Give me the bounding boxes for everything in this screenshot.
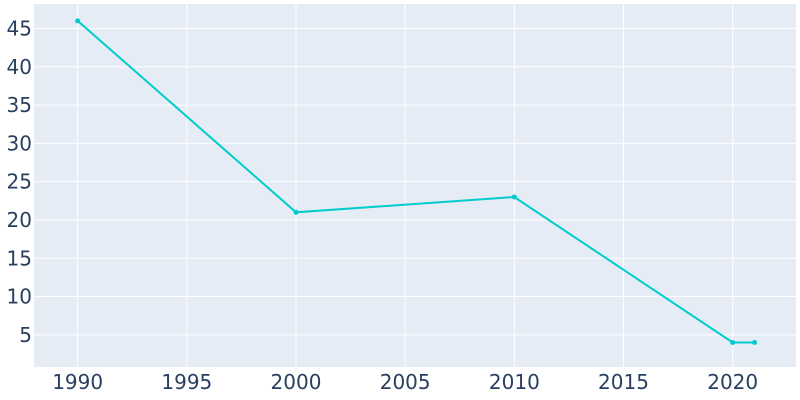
y-tick-label: 20 <box>7 208 32 232</box>
data-point <box>293 209 299 215</box>
y-tick-label: 35 <box>7 93 32 117</box>
plot-area <box>34 4 796 367</box>
x-tick-label: 2010 <box>489 370 540 394</box>
y-tick-label: 30 <box>7 131 32 155</box>
series-layer <box>75 18 758 345</box>
y-tick-label: 10 <box>7 285 32 309</box>
x-axis-tick-labels: 1990 1995 2000 2005 2010 2015 2020 <box>52 370 758 394</box>
y-tick-label: 40 <box>7 55 32 79</box>
x-gridlines <box>77 4 734 367</box>
y-tick-label: 15 <box>7 246 32 270</box>
x-tick-label: 2015 <box>598 370 649 394</box>
y-tick-label: 25 <box>7 170 32 194</box>
x-tick-label: 1990 <box>52 370 103 394</box>
x-tick-label: 2000 <box>271 370 322 394</box>
x-tick-label: 2020 <box>707 370 758 394</box>
y-tick-label: 5 <box>19 323 32 347</box>
data-point <box>75 18 81 24</box>
y-axis-tick-labels: 5 10 15 20 25 30 35 40 45 <box>7 17 32 347</box>
y-gridlines <box>34 28 796 336</box>
data-point <box>730 339 736 345</box>
x-tick-label: 2005 <box>380 370 431 394</box>
data-point <box>752 339 758 345</box>
data-point <box>511 194 517 200</box>
x-tick-label: 1995 <box>161 370 212 394</box>
y-tick-label: 45 <box>7 17 32 41</box>
